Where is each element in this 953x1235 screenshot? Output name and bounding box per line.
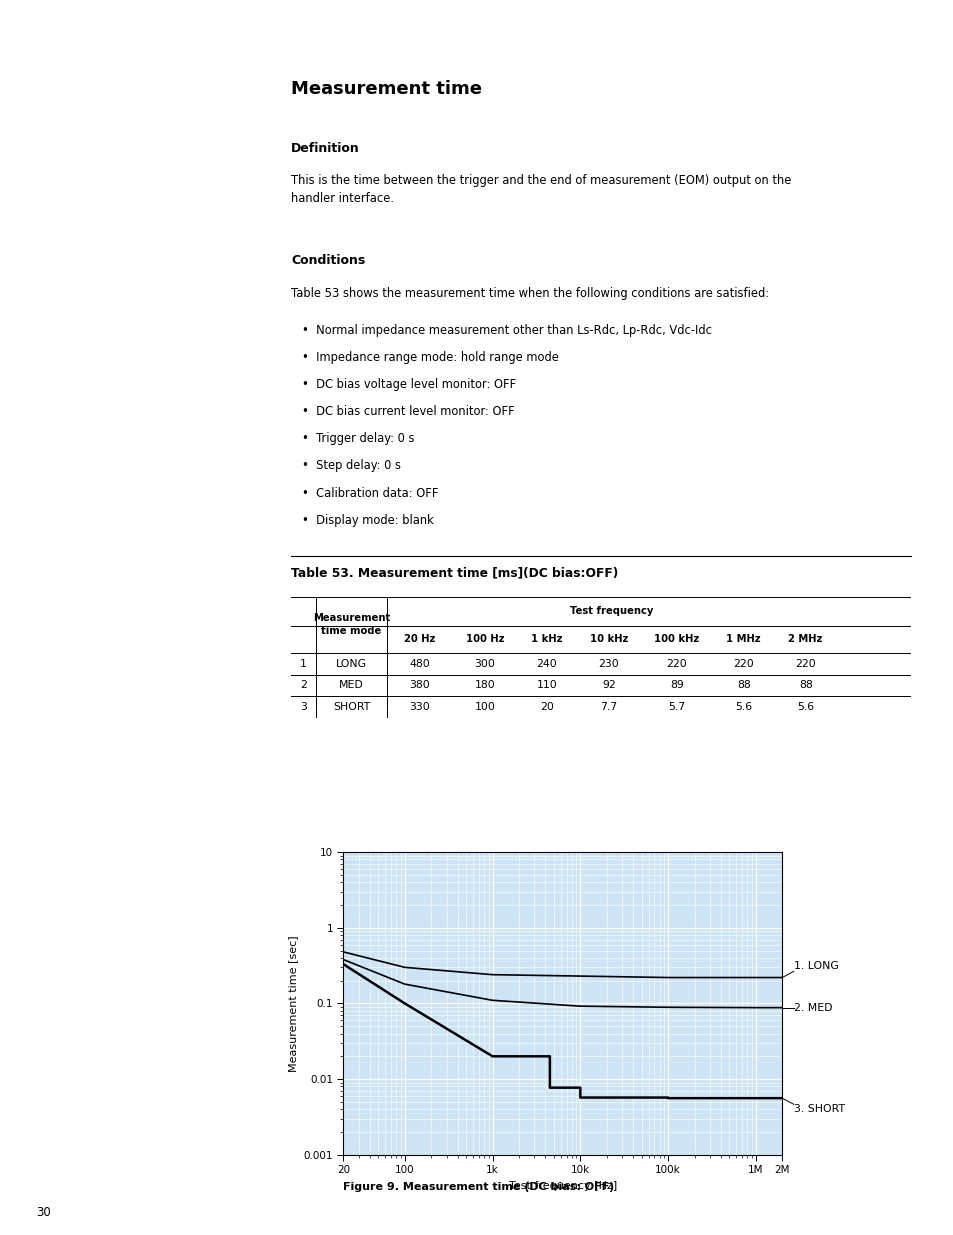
Text: •  Display mode: blank: • Display mode: blank [302, 514, 434, 527]
Text: 5.6: 5.6 [735, 701, 751, 711]
Text: Table 53 shows the measurement time when the following conditions are satisfied:: Table 53 shows the measurement time when… [291, 287, 768, 300]
Text: 100 Hz: 100 Hz [465, 634, 503, 645]
Text: 100 kHz: 100 kHz [654, 634, 699, 645]
Text: 100: 100 [474, 701, 495, 711]
Text: 30: 30 [36, 1205, 51, 1219]
Text: 3. SHORT: 3. SHORT [793, 1104, 843, 1114]
Text: 230: 230 [598, 658, 618, 668]
Text: 5.6: 5.6 [797, 701, 813, 711]
Text: 20: 20 [539, 701, 553, 711]
Text: 7.7: 7.7 [599, 701, 617, 711]
Text: SHORT: SHORT [333, 701, 370, 711]
Text: This is the time between the trigger and the end of measurement (EOM) output on : This is the time between the trigger and… [291, 174, 791, 205]
Text: •  Impedance range mode: hold range mode: • Impedance range mode: hold range mode [302, 351, 558, 364]
Text: •  Calibration data: OFF: • Calibration data: OFF [302, 487, 438, 500]
Text: Table 53. Measurement time [ms](DC bias:OFF): Table 53. Measurement time [ms](DC bias:… [291, 567, 618, 580]
X-axis label: Test frequency [Hz]: Test frequency [Hz] [508, 1181, 617, 1191]
Text: LONG: LONG [335, 658, 367, 668]
Text: 220: 220 [795, 658, 815, 668]
Text: 2. MED: 2. MED [793, 1003, 831, 1013]
Text: 10 kHz: 10 kHz [589, 634, 627, 645]
Text: 2 MHz: 2 MHz [787, 634, 822, 645]
Text: Test frequency: Test frequency [570, 606, 653, 616]
Text: Conditions: Conditions [291, 254, 365, 268]
Text: 89: 89 [669, 680, 683, 690]
Text: 88: 88 [798, 680, 812, 690]
Text: •  Normal impedance measurement other than Ls-Rdc, Lp-Rdc, Vdc-Idc: • Normal impedance measurement other tha… [302, 324, 712, 337]
Text: 180: 180 [474, 680, 495, 690]
Y-axis label: Measurement time [sec]: Measurement time [sec] [288, 935, 297, 1072]
Text: 110: 110 [536, 680, 557, 690]
Text: MED: MED [338, 680, 363, 690]
Text: 20 Hz: 20 Hz [403, 634, 435, 645]
Text: •  DC bias voltage level monitor: OFF: • DC bias voltage level monitor: OFF [302, 378, 517, 391]
Text: 300: 300 [474, 658, 495, 668]
Text: 380: 380 [409, 680, 430, 690]
Text: Measurement
time mode: Measurement time mode [313, 614, 390, 636]
Text: 88: 88 [736, 680, 750, 690]
Text: 330: 330 [409, 701, 430, 711]
Text: 220: 220 [666, 658, 687, 668]
Text: 92: 92 [601, 680, 615, 690]
Text: 220: 220 [733, 658, 753, 668]
Text: Figure 9. Measurement time (DC bias: OFF): Figure 9. Measurement time (DC bias: OFF… [343, 1182, 614, 1192]
Text: 1 MHz: 1 MHz [725, 634, 760, 645]
Text: Definition: Definition [291, 142, 359, 156]
Text: 1. LONG: 1. LONG [793, 961, 838, 972]
Text: 240: 240 [536, 658, 557, 668]
Text: 1 kHz: 1 kHz [531, 634, 562, 645]
Text: •  Step delay: 0 s: • Step delay: 0 s [302, 459, 401, 473]
Text: 3: 3 [299, 701, 307, 711]
Text: Measurement time: Measurement time [291, 80, 481, 99]
Text: 2: 2 [299, 680, 307, 690]
Text: 5.7: 5.7 [668, 701, 685, 711]
Text: •  DC bias current level monitor: OFF: • DC bias current level monitor: OFF [302, 405, 515, 419]
Text: •  Trigger delay: 0 s: • Trigger delay: 0 s [302, 432, 415, 446]
Text: 1: 1 [299, 658, 307, 668]
Text: 480: 480 [409, 658, 430, 668]
